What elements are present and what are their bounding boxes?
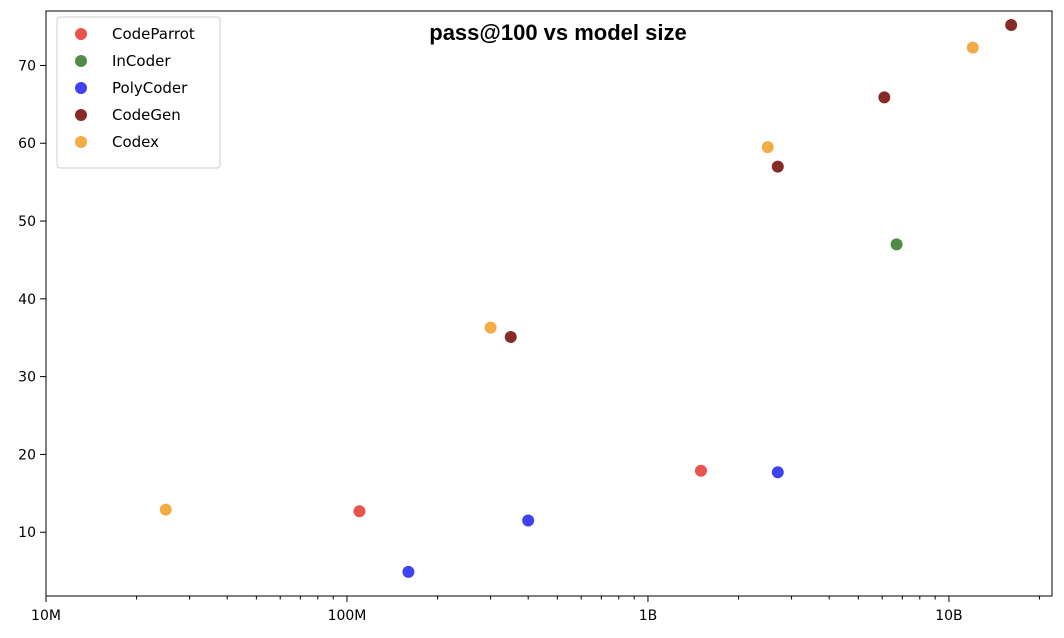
data-point-codeparrot	[694, 464, 707, 477]
y-tick-label: 30	[18, 370, 36, 386]
legend-box	[56, 16, 221, 169]
y-tick-label: 40	[18, 292, 36, 308]
legend-label: CodeGen	[112, 106, 181, 124]
legend-marker	[75, 55, 87, 67]
legend-marker	[75, 82, 87, 94]
data-point-codegen	[878, 91, 891, 104]
legend-marker	[75, 109, 87, 121]
data-point-codex	[159, 503, 172, 516]
y-tick-label: 60	[18, 136, 36, 152]
data-point-codegen	[504, 330, 517, 343]
x-axis: 10M 100M 1B 10B	[31, 596, 1041, 624]
chart-title: pass@100 vs model size	[429, 20, 686, 45]
legend-label: InCoder	[112, 52, 171, 70]
y-tick-label: 70	[18, 58, 36, 74]
data-point-polycoder	[522, 514, 535, 527]
legend-label: PolyCoder	[112, 79, 188, 97]
data-point-incoder	[890, 238, 903, 251]
legend-label: Codex	[112, 133, 159, 151]
data-points	[159, 19, 1018, 578]
x-tick-label: 1B	[639, 608, 658, 624]
data-point-polycoder	[771, 466, 784, 479]
x-tick-label: 100M	[328, 608, 367, 624]
legend: CodeParrot InCoder PolyCoder CodeGen Codex	[56, 16, 221, 169]
data-point-codegen	[771, 160, 784, 173]
y-tick-label: 20	[18, 447, 36, 463]
y-tick-label: 10	[18, 525, 36, 541]
data-point-polycoder	[402, 565, 415, 578]
data-point-codegen	[1005, 19, 1018, 32]
legend-marker	[75, 28, 87, 40]
data-point-codeparrot	[353, 505, 366, 518]
legend-marker	[75, 136, 87, 148]
y-tick-label: 50	[18, 214, 36, 230]
data-point-codex	[966, 41, 979, 54]
y-axis: 10 20 30 40 50 60 70	[18, 58, 46, 541]
x-tick-label: 10M	[31, 608, 61, 624]
data-point-codex	[761, 141, 774, 154]
legend-label: CodeParrot	[112, 25, 195, 43]
x-tick-label: 10B	[935, 608, 962, 624]
data-point-codex	[484, 321, 497, 334]
